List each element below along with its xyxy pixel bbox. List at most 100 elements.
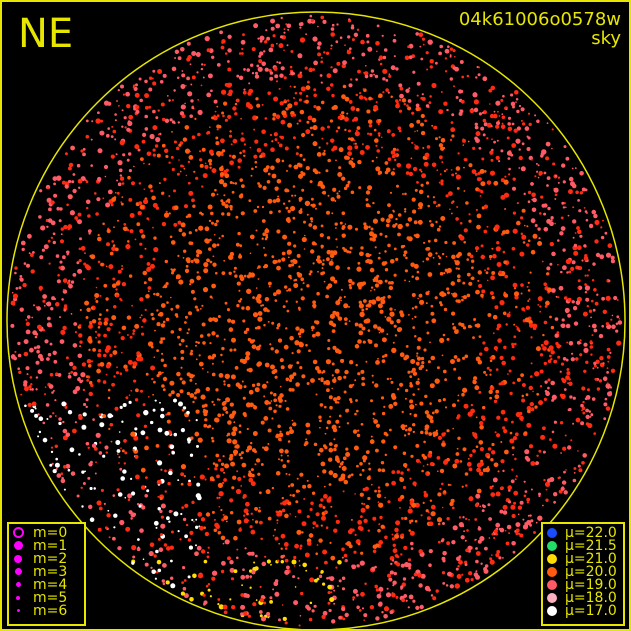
star-mark [140,314,143,317]
star-mark [222,182,228,188]
star-mark [97,326,101,329]
star-mark [207,204,213,210]
star-mark [467,458,470,460]
star-mark [200,549,206,554]
star-mark [240,451,244,455]
star-mark [549,315,552,319]
star-mark [105,202,111,208]
star-mark [306,382,310,385]
star-mark [128,394,131,397]
star-mark [546,122,549,124]
star-mark [593,328,598,333]
star-mark [527,514,530,517]
star-mark [545,141,551,147]
star-mark [153,380,156,384]
star-mark [605,322,610,326]
star-mark [610,318,613,321]
star-mark [493,180,499,186]
star-mark [399,93,404,99]
star-mark [211,168,217,174]
star-mark [196,271,199,274]
star-mark [199,334,204,338]
star-mark [122,153,126,157]
star-mark [530,218,536,224]
star-mark [384,161,389,165]
star-mark [184,148,191,154]
star-mark [116,179,119,182]
star-mark [126,315,132,320]
star-mark [554,174,558,178]
star-mark [442,333,446,337]
star-mark [276,179,282,184]
star-mark [218,179,225,185]
star-mark [325,51,330,55]
star-mark [320,498,324,502]
star-mark [90,383,94,388]
star-mark [391,470,396,474]
star-mark [375,166,381,172]
star-mark [452,403,456,408]
star-mark [90,360,94,363]
star-mark [176,172,180,176]
star-mark [279,358,284,363]
star-mark [479,472,483,476]
star-mark [37,435,40,438]
star-mark [371,381,375,384]
star-mark [36,349,40,354]
star-mark [333,589,336,592]
star-mark [99,313,102,316]
star-mark [182,566,186,570]
star-mark [438,225,442,228]
star-mark [263,416,269,421]
star-mark [410,547,414,550]
star-mark [547,359,552,364]
star-mark [305,33,307,36]
star-mark [59,207,63,211]
star-mark [267,443,270,445]
star-mark [340,288,343,291]
star-mark [87,446,90,449]
star-mark [269,596,273,600]
star-mark [406,104,409,107]
star-mark [78,453,81,456]
star-mark [585,218,589,222]
star-mark [183,204,189,209]
star-mark [386,316,392,322]
star-mark [211,55,215,59]
star-mark [338,579,342,583]
star-mark [315,393,318,396]
star-mark [357,520,363,525]
star-mark [429,383,435,389]
star-mark [245,402,252,408]
star-mark [276,265,281,271]
star-mark [95,432,101,438]
star-mark [29,376,33,379]
star-mark [452,525,458,531]
star-mark [320,461,326,467]
star-mark [195,419,198,422]
star-mark [407,217,413,222]
star-mark [280,365,285,370]
star-mark [62,435,68,441]
star-mark [424,156,428,160]
star-mark [429,59,434,64]
star-mark [306,213,309,216]
star-mark [370,290,372,292]
star-mark [521,208,526,213]
star-mark [351,56,355,60]
star-mark [209,595,212,598]
star-mark [294,515,297,518]
star-mark [167,481,171,486]
star-mark [217,598,221,601]
star-mark [377,357,379,360]
star-mark [38,430,42,434]
star-mark [376,593,382,599]
star-mark [267,91,272,95]
star-mark [455,172,457,175]
star-mark [475,76,478,79]
star-mark [142,132,147,137]
star-mark [427,157,429,159]
star-mark [308,272,312,276]
star-mark [556,331,560,334]
star-mark [309,507,313,512]
